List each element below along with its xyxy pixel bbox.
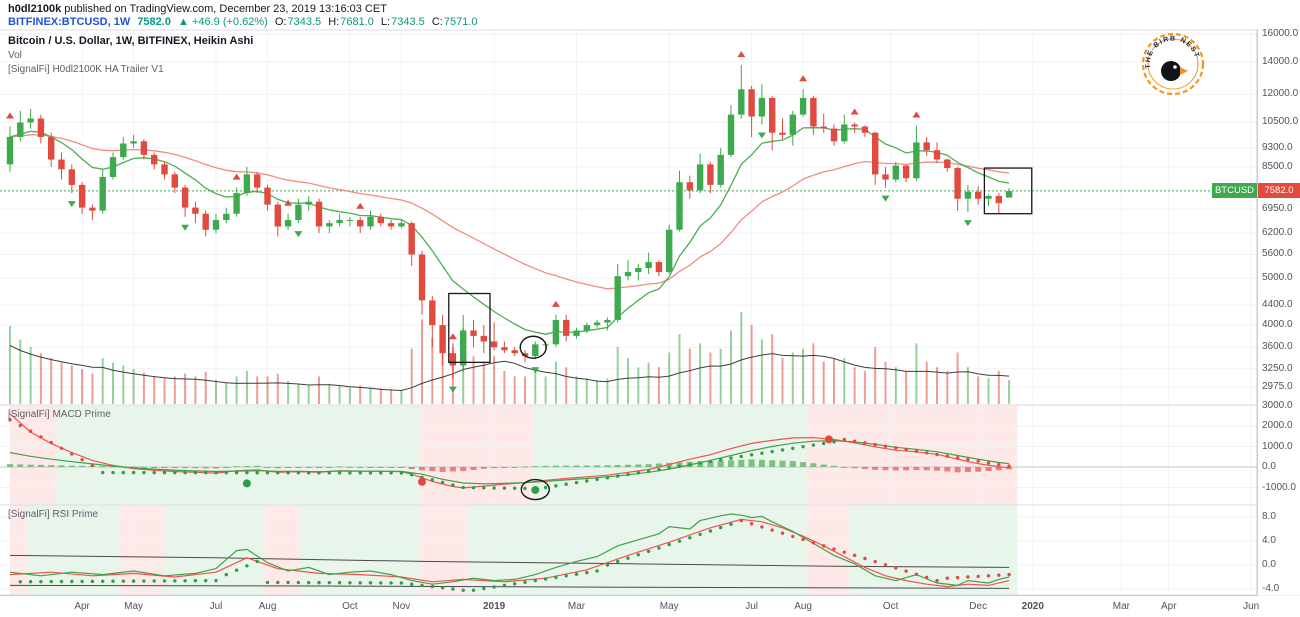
price-tick-label: 10500.0 [1262, 116, 1299, 128]
price-badge-symbol: BTCUSD [1212, 183, 1257, 198]
price-tick-label: 16000.0 [1262, 28, 1299, 39]
price-tick-label: 5000.0 [1262, 272, 1293, 284]
close-label: C: [431, 16, 443, 28]
price-badge-value: 7582.0 [1258, 183, 1300, 198]
time-tick-label: May [659, 601, 679, 612]
price-tick-label: 4400.0 [1262, 299, 1293, 311]
price-tick-label: 12000.0 [1262, 88, 1299, 100]
background-bands [10, 405, 1018, 595]
rsi-tick-label: 8.0 [1262, 511, 1276, 522]
time-tick-label: Apr [1160, 601, 1177, 612]
price-tick-label: 14000.0 [1262, 56, 1299, 68]
low-label: L: [380, 16, 391, 28]
time-tick-label: Aug [794, 601, 812, 612]
time-tick-label: Oct [342, 601, 358, 612]
series-title[interactable]: Bitcoin / U.S. Dollar, 1W, BITFINEX, Hei… [8, 35, 254, 47]
chart-legend: Bitcoin / U.S. Dollar, 1W, BITFINEX, Hei… [8, 35, 253, 75]
symbol-summary: BITFINEX:BTCUSD, 1W 7582.0 ▲ +46.9 (+0.6… [8, 16, 481, 28]
time-tick-label: Apr [74, 601, 90, 612]
macd-tick-label: -1000.0 [1262, 481, 1296, 493]
time-tick-label: Jun [1243, 601, 1260, 612]
bird-icon [1161, 61, 1188, 81]
rsi-pane-label[interactable]: [SignalFi] RSI Prime [8, 509, 99, 520]
time-tick-label: Mar [1112, 601, 1130, 612]
macd-tick-label: 2000.0 [1262, 420, 1293, 431]
rsi-tick-label: -4.0 [1262, 583, 1280, 594]
author-name[interactable]: h0dl2100k [8, 3, 62, 15]
trailer-indicator-label[interactable]: [SignalFi] H0dl2100K HA Trailer V1 [8, 64, 164, 75]
candles-layer [6, 65, 1013, 379]
macd-tick-label: 1000.0 [1262, 440, 1293, 452]
symbol-name[interactable]: BITFINEX:BTCUSD, 1W [8, 16, 131, 28]
time-tick-label: May [124, 601, 144, 612]
time-tick-label: Mar [567, 601, 586, 612]
open-value: 7343.5 [287, 16, 322, 28]
birbnest-logo: THE BIRB NEST [1141, 32, 1205, 96]
time-tick-label: Aug [258, 601, 277, 612]
price-tick-label: 6950.0 [1262, 203, 1293, 215]
macd-tick-label: 3000.0 [1262, 399, 1293, 411]
time-tick-label: Jul [209, 601, 223, 612]
time-tick-label: Dec [969, 601, 988, 612]
rsi-tick-label: 4.0 [1262, 535, 1276, 546]
last-price: 7582.0 [137, 16, 171, 28]
price-tick-label: 2975.0 [1262, 381, 1293, 393]
macd-pane-label[interactable]: [SignalFi] MACD Prime [8, 409, 111, 420]
macd-layer [0, 413, 1257, 494]
annotations-layer [448, 167, 1033, 501]
price-tick-label: 9300.0 [1262, 141, 1293, 153]
time-scale[interactable]: Apr May Jul Aug Oct Nov 2019 Mar May Jul Aug Oct Dec… [0, 595, 1260, 617]
rsi-tick-label: 0.0 [1262, 559, 1276, 570]
byline-text: published on TradingView.com, December 2… [61, 3, 387, 15]
rsi-layer [9, 513, 1011, 592]
macd-tick-label: 0.0 [1262, 461, 1276, 472]
close-value: 7571.0 [443, 16, 478, 28]
open-label: O: [274, 16, 287, 28]
price-tick-label: 6200.0 [1262, 227, 1293, 239]
time-tick-label: Oct [882, 601, 899, 612]
price-scale[interactable]: 16000.0 14000.0 12000.0 10500.0 9300.0 8500.0… [1257, 28, 1300, 595]
time-tick-label: 2020 [1021, 601, 1044, 612]
time-tick-label: 2019 [482, 601, 506, 612]
time-tick-label: Jul [745, 601, 758, 612]
price-tick-label: 8500.0 [1262, 160, 1293, 172]
high-label: H: [328, 16, 340, 28]
byline: h0dl2100k published on TradingView.com, … [8, 3, 387, 15]
volume-layer [9, 312, 1011, 404]
time-tick-label: Nov [392, 601, 411, 612]
ma-lines [9, 127, 1010, 335]
price-tick-label: 4000.0 [1262, 319, 1293, 331]
price-tick-label: 3600.0 [1262, 341, 1293, 353]
signal-markers [6, 51, 972, 393]
low-value: 7343.5 [391, 16, 425, 28]
price-change: ▲ +46.9 (+0.62%) [178, 16, 268, 28]
volume-indicator-label[interactable]: Vol [8, 50, 22, 61]
price-tick-label: 5600.0 [1262, 248, 1293, 260]
high-value: 7681.0 [340, 16, 374, 28]
price-tick-label: 3250.0 [1262, 362, 1293, 374]
